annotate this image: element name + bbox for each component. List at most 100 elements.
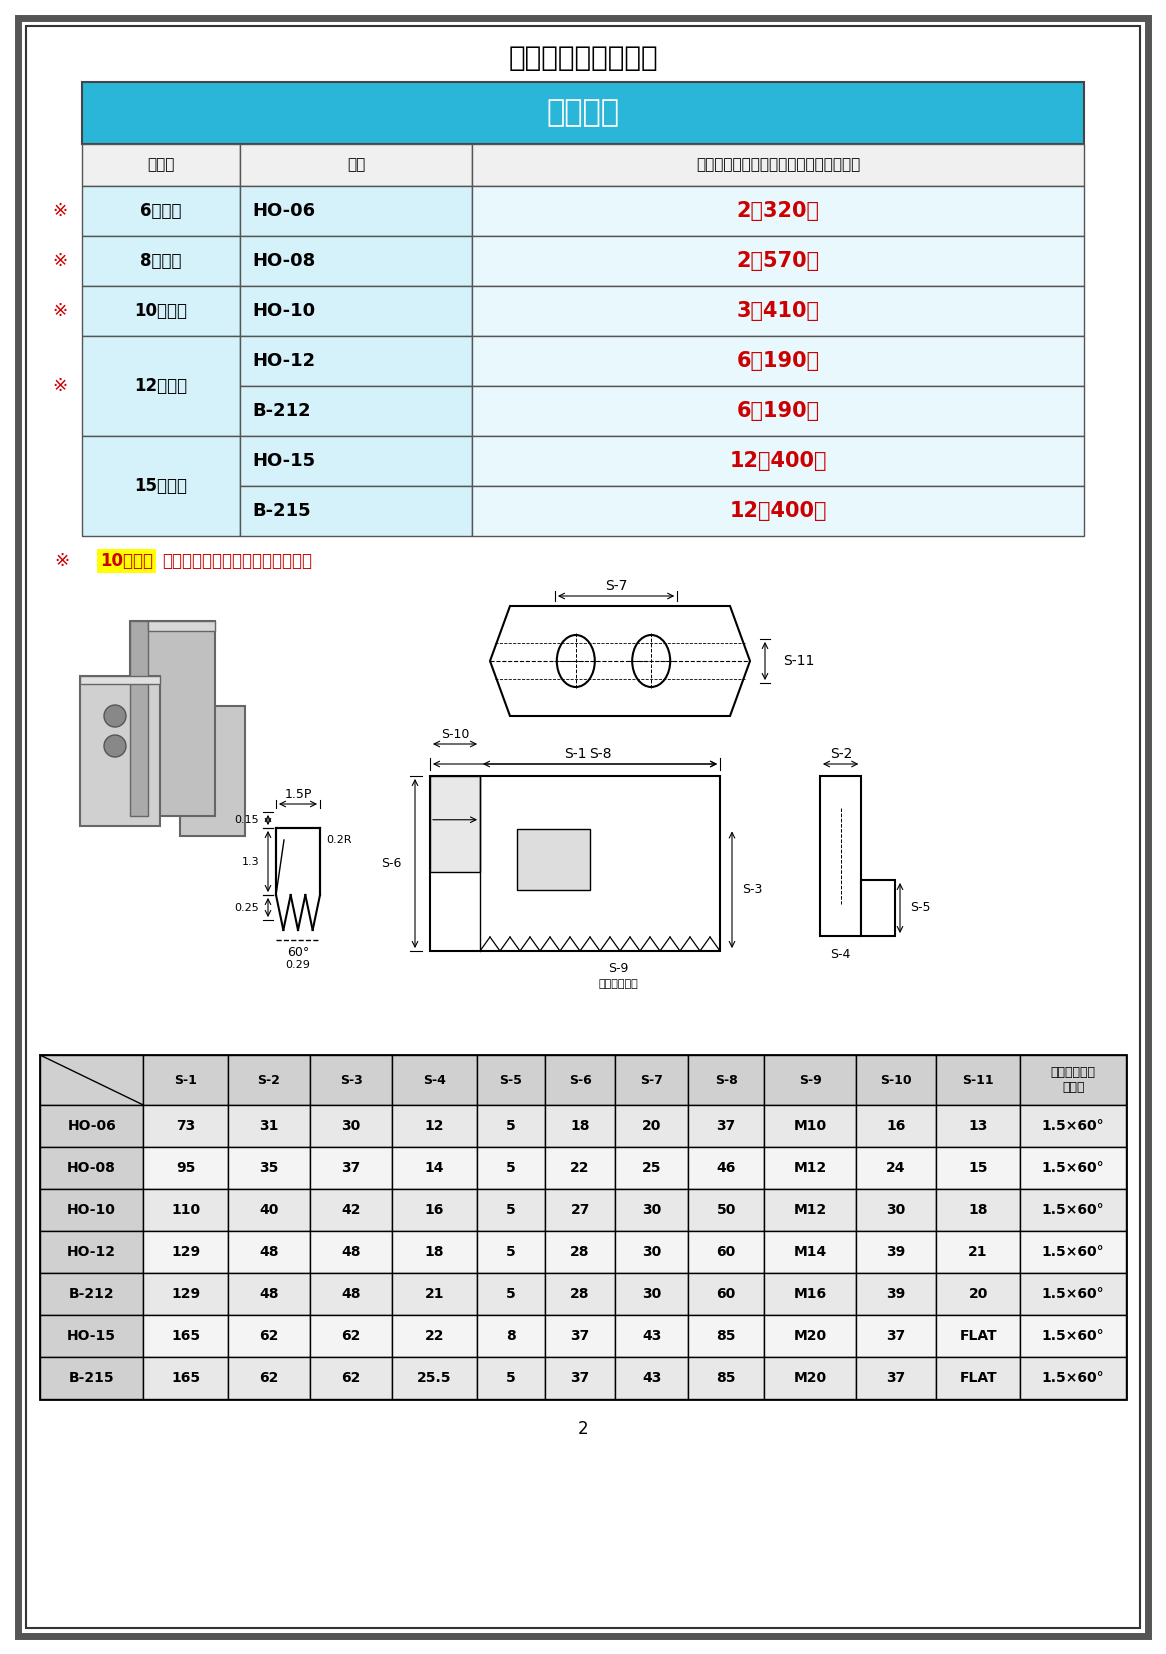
- Text: 28: 28: [570, 1245, 590, 1259]
- Text: 1.5×60°: 1.5×60°: [1042, 1287, 1104, 1302]
- Text: FLAT: FLAT: [960, 1330, 997, 1343]
- Bar: [82, 144, 240, 185]
- Text: S-3: S-3: [742, 883, 763, 896]
- Bar: [472, 336, 1084, 385]
- Bar: [688, 1055, 765, 1105]
- Bar: [82, 237, 240, 286]
- Text: 110: 110: [171, 1202, 201, 1217]
- Text: B-212: B-212: [69, 1287, 114, 1302]
- Bar: [472, 486, 1084, 536]
- Bar: [143, 1146, 227, 1189]
- Text: S-2: S-2: [830, 748, 852, 761]
- Bar: [310, 1274, 392, 1315]
- Text: 31: 31: [259, 1120, 279, 1133]
- Bar: [472, 437, 1084, 486]
- Text: 62: 62: [342, 1330, 360, 1343]
- Bar: [472, 286, 1084, 336]
- Bar: [472, 144, 1084, 185]
- Text: 48: 48: [259, 1245, 279, 1259]
- Text: 28: 28: [570, 1287, 590, 1302]
- Text: 1.5×60°: 1.5×60°: [1042, 1371, 1104, 1384]
- Bar: [765, 1189, 856, 1231]
- Bar: [143, 1356, 227, 1399]
- Text: 12，400円: 12，400円: [729, 452, 827, 471]
- Bar: [517, 829, 590, 890]
- Bar: [240, 237, 472, 286]
- Text: 12，400円: 12，400円: [729, 501, 827, 521]
- Text: 21: 21: [968, 1245, 988, 1259]
- Text: 165: 165: [171, 1371, 201, 1384]
- Text: 15インチ: 15インチ: [134, 476, 188, 495]
- Text: HO-08: HO-08: [68, 1161, 117, 1174]
- Bar: [80, 676, 160, 685]
- Text: FLAT: FLAT: [960, 1371, 997, 1384]
- Bar: [430, 776, 719, 951]
- Text: 5: 5: [506, 1245, 515, 1259]
- Bar: [40, 1105, 143, 1146]
- Ellipse shape: [557, 635, 595, 686]
- Bar: [472, 237, 1084, 286]
- Bar: [40, 1146, 143, 1189]
- Text: 8インチ: 8インチ: [140, 251, 182, 270]
- Text: 37: 37: [886, 1371, 906, 1384]
- Bar: [82, 286, 240, 336]
- Text: ※: ※: [52, 303, 68, 319]
- Text: 48: 48: [259, 1287, 279, 1302]
- Text: 62: 62: [259, 1330, 279, 1343]
- Bar: [143, 1231, 227, 1274]
- Bar: [862, 880, 895, 936]
- Text: 15: 15: [968, 1161, 988, 1174]
- Bar: [545, 1105, 616, 1146]
- Text: 20: 20: [642, 1120, 661, 1133]
- Bar: [765, 1055, 856, 1105]
- Bar: [80, 676, 160, 825]
- Text: 5: 5: [506, 1202, 515, 1217]
- Bar: [82, 336, 240, 437]
- Text: 165: 165: [171, 1330, 201, 1343]
- Bar: [616, 1105, 688, 1146]
- Bar: [227, 1105, 310, 1146]
- Text: 標準生爪: 標準生爪: [547, 99, 619, 127]
- Text: 60°: 60°: [287, 946, 309, 959]
- Text: 6，190円: 6，190円: [737, 351, 820, 370]
- Text: M20: M20: [794, 1330, 827, 1343]
- Text: S-8: S-8: [715, 1073, 738, 1087]
- Bar: [392, 1146, 477, 1189]
- Text: 5: 5: [506, 1371, 515, 1384]
- Text: 8: 8: [506, 1330, 515, 1343]
- Text: 48: 48: [342, 1287, 360, 1302]
- Text: S-5: S-5: [499, 1073, 522, 1087]
- Text: M16: M16: [794, 1287, 827, 1302]
- Bar: [765, 1274, 856, 1315]
- Text: S-5: S-5: [909, 901, 930, 913]
- Bar: [936, 1274, 1020, 1315]
- Bar: [545, 1055, 616, 1105]
- Bar: [472, 385, 1084, 437]
- Polygon shape: [490, 605, 750, 716]
- Text: セレーション
ピッチ: セレーション ピッチ: [1051, 1065, 1096, 1093]
- Bar: [936, 1189, 1020, 1231]
- Bar: [765, 1231, 856, 1274]
- Bar: [129, 620, 215, 815]
- Bar: [40, 1315, 143, 1356]
- Bar: [545, 1356, 616, 1399]
- Text: 30: 30: [342, 1120, 360, 1133]
- Text: 6，190円: 6，190円: [737, 400, 820, 422]
- Bar: [856, 1055, 936, 1105]
- Bar: [688, 1356, 765, 1399]
- Text: 13: 13: [969, 1120, 988, 1133]
- Bar: [477, 1315, 545, 1356]
- Bar: [477, 1274, 545, 1315]
- Text: HO-15: HO-15: [68, 1330, 117, 1343]
- Text: 16: 16: [886, 1120, 906, 1133]
- Text: 生爪１セット（３個入り）価格（税別）: 生爪１セット（３個入り）価格（税別）: [696, 157, 861, 172]
- Bar: [82, 185, 240, 237]
- Bar: [129, 620, 148, 815]
- Text: S-7: S-7: [640, 1073, 663, 1087]
- Bar: [227, 1356, 310, 1399]
- Text: ※: ※: [55, 552, 70, 571]
- Bar: [392, 1105, 477, 1146]
- Bar: [227, 1274, 310, 1315]
- Bar: [40, 1274, 143, 1315]
- Bar: [40, 1231, 143, 1274]
